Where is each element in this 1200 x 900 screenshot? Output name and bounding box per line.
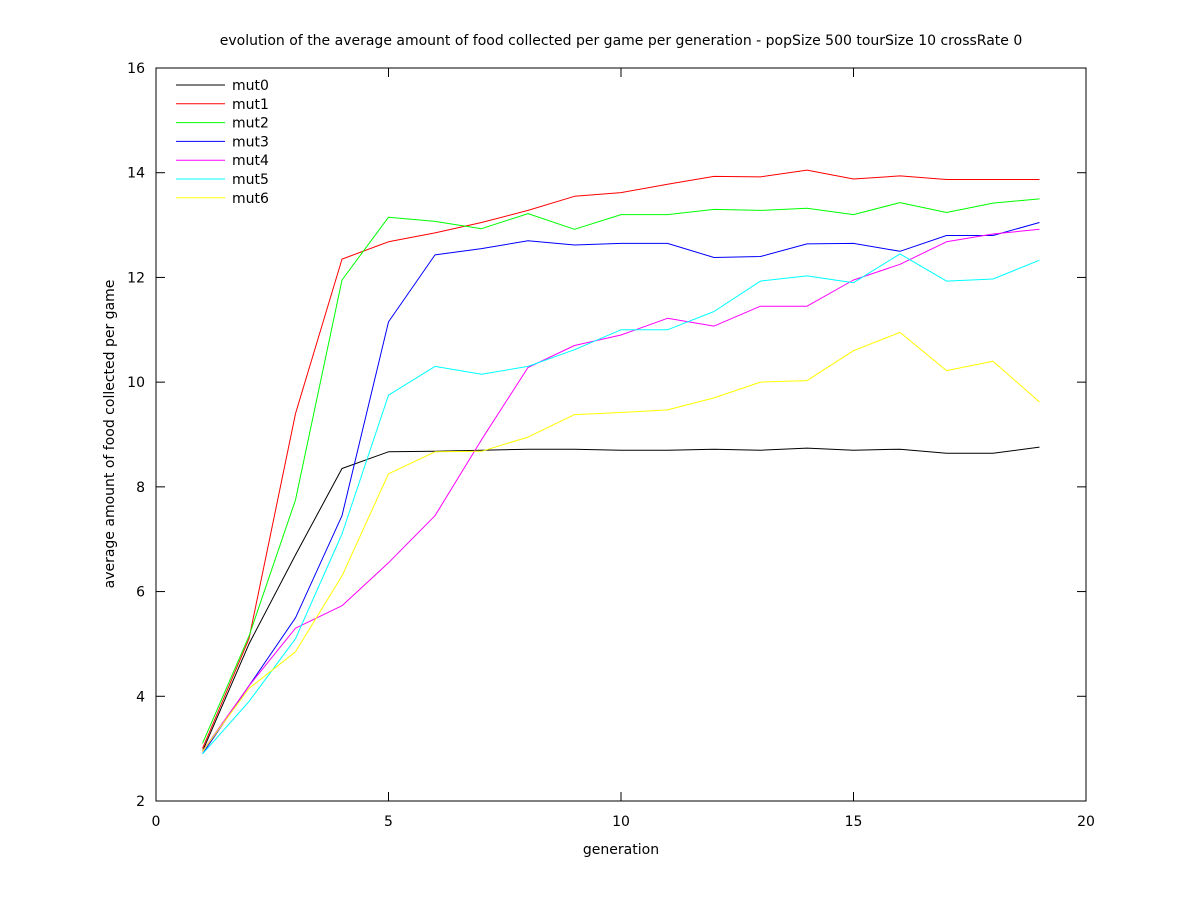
legend-label-mut6: mut6 (232, 191, 269, 207)
series-line-mut5 (202, 253, 1040, 755)
legend-label-mut3: mut3 (232, 134, 269, 150)
legend-label-mut4: mut4 (232, 153, 269, 169)
legend: mut0 mut1 mut2 mut3 mut4 mut5 mut6 (176, 78, 269, 207)
y-tick-label: 16 (127, 61, 145, 77)
y-tick-label: 14 (127, 166, 145, 182)
x-tick-label: 5 (384, 814, 393, 830)
y-tick-label: 10 (127, 375, 145, 391)
series-line-mut2 (202, 198, 1040, 744)
series-lines (202, 169, 1040, 755)
x-axis-label: generation (583, 842, 659, 858)
y-tick-label: 12 (127, 270, 145, 286)
x-tick-label: 0 (152, 814, 161, 830)
series-line-mut4 (202, 228, 1040, 752)
x-axis: 0 5 10 15 20 (152, 68, 1095, 830)
x-tick-label: 15 (845, 814, 863, 830)
x-tick-label: 10 (612, 814, 630, 830)
x-tick-label: 20 (1077, 814, 1095, 830)
y-axis: 2 4 6 8 10 12 14 16 (127, 61, 1086, 810)
y-tick-label: 4 (136, 689, 145, 705)
chart-title: evolution of the average amount of food … (220, 33, 1023, 49)
y-tick-label: 2 (136, 794, 145, 810)
legend-label-mut0: mut0 (232, 78, 269, 94)
series-line-mut3 (202, 222, 1040, 755)
y-axis-label: average amount of food collected per gam… (102, 280, 118, 589)
series-line-mut0 (202, 446, 1040, 752)
y-tick-label: 6 (136, 585, 145, 601)
legend-label-mut2: mut2 (232, 116, 269, 132)
y-tick-label: 8 (136, 480, 145, 496)
series-line-mut6 (202, 331, 1040, 752)
series-line-mut1 (202, 169, 1040, 749)
legend-label-mut1: mut1 (232, 97, 269, 113)
legend-label-mut5: mut5 (232, 172, 269, 188)
